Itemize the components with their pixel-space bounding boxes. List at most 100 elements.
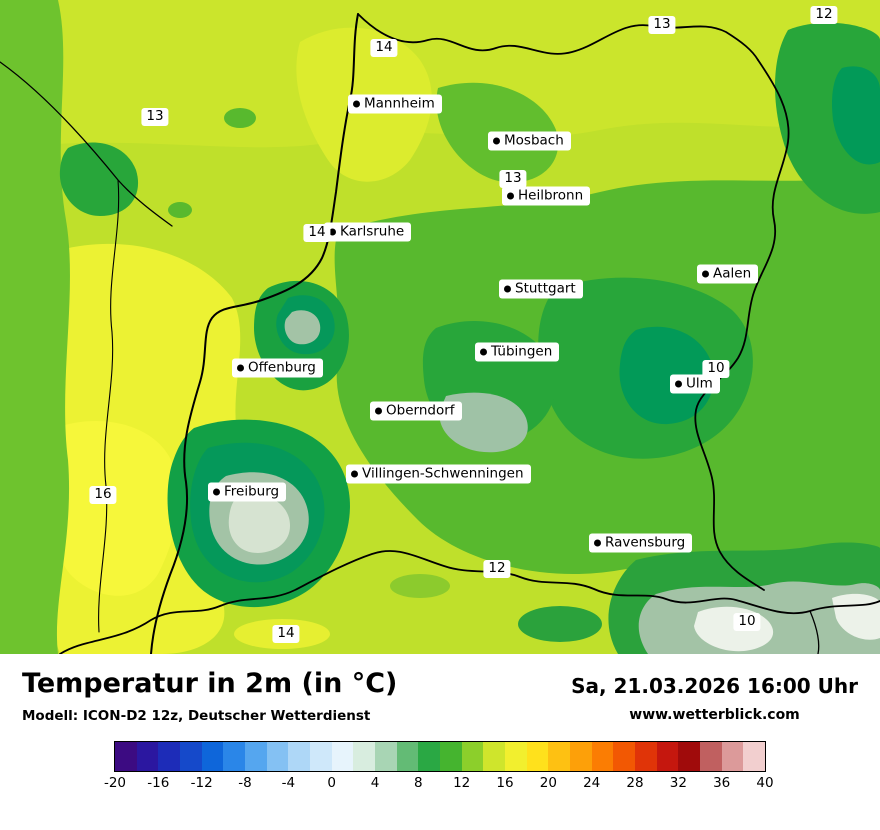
city-name: Offenburg bbox=[248, 359, 316, 376]
colorbar-segment bbox=[505, 742, 527, 771]
city-dot-icon bbox=[480, 348, 487, 355]
footer-panel: Temperatur in 2m (in °C) Modell: ICON-D2… bbox=[0, 654, 880, 830]
colorbar-segment bbox=[548, 742, 571, 771]
city-name: Villingen-Schwenningen bbox=[362, 465, 524, 482]
city-label: Ravensburg bbox=[589, 533, 693, 553]
city-label: Mosbach bbox=[488, 131, 571, 151]
colorbar-tick-label: 20 bbox=[539, 775, 557, 791]
colorbar-segment bbox=[266, 742, 289, 771]
colorbar-segment bbox=[115, 742, 137, 771]
colorbar-segment bbox=[743, 742, 766, 771]
colorbar-segment bbox=[201, 742, 224, 771]
city-dot-icon bbox=[504, 285, 511, 292]
city-dot-icon bbox=[675, 380, 682, 387]
city-label: Villingen-Schwenningen bbox=[346, 464, 531, 484]
colorbar-segment bbox=[591, 742, 614, 771]
city-name: Ulm bbox=[686, 375, 713, 392]
colorbar-segment bbox=[440, 742, 462, 771]
colorbar-tick-label: -20 bbox=[103, 775, 127, 791]
temperature-value-label: 14 bbox=[370, 39, 398, 57]
city-label: Tübingen bbox=[475, 342, 560, 362]
temperature-value-label: 13 bbox=[141, 108, 169, 126]
city-dot-icon bbox=[493, 137, 500, 144]
legend: -20 -16 -12 -8 -4 0 4 8 12 16 20 24 28 32 36 40 bbox=[104, 741, 774, 795]
city-label: Offenburg bbox=[232, 358, 323, 378]
colorbar-tick-label: -4 bbox=[281, 775, 296, 791]
colorbar-segment bbox=[288, 742, 311, 771]
colorbar-segment bbox=[396, 742, 419, 771]
colorbar bbox=[114, 741, 766, 772]
city-dot-icon bbox=[594, 539, 601, 546]
temperature-value-label: 14 bbox=[272, 625, 300, 643]
colorbar-segment bbox=[721, 742, 744, 771]
temperature-value-label: 16 bbox=[89, 486, 117, 504]
temperature-map: Mannheim Mosbach Heilbronn Karlsruhe Stuttga… bbox=[0, 0, 880, 654]
colorbar-tick-label: 12 bbox=[453, 775, 471, 791]
colorbar-tick-label: 40 bbox=[756, 775, 774, 791]
city-dot-icon bbox=[237, 364, 244, 371]
city-name: Karlsruhe bbox=[340, 223, 405, 240]
colorbar-tick-label: 0 bbox=[327, 775, 336, 791]
city-dot-icon bbox=[351, 470, 358, 477]
colorbar-tick-label: 4 bbox=[370, 775, 380, 791]
colorbar-segment bbox=[461, 742, 484, 771]
colorbar-segment bbox=[635, 742, 657, 771]
city-name: Aalen bbox=[713, 265, 752, 282]
temperature-value-label: 14 bbox=[303, 224, 331, 242]
temperature-value-label: 10 bbox=[733, 613, 761, 631]
city-label: Mannheim bbox=[348, 94, 442, 114]
temperature-value-label: 13 bbox=[648, 16, 676, 34]
city-dot-icon bbox=[507, 192, 514, 199]
border-lines bbox=[0, 13, 880, 654]
colorbar-segment bbox=[678, 742, 701, 771]
city-name: Mosbach bbox=[504, 132, 564, 149]
colorbar-segment bbox=[310, 742, 332, 771]
forecast-datetime: Sa, 21.03.2026 16:00 Uhr bbox=[571, 674, 858, 698]
city-name: Oberndorf bbox=[386, 402, 455, 419]
city-label: Karlsruhe bbox=[324, 222, 412, 242]
city-dot-icon bbox=[213, 488, 220, 495]
colorbar-tick-label: -12 bbox=[190, 775, 213, 791]
website-url: www.wetterblick.com bbox=[629, 707, 800, 723]
colorbar-segment bbox=[483, 742, 506, 771]
city-label: Oberndorf bbox=[370, 401, 462, 421]
model-info: Modell: ICON-D2 12z, Deutscher Wetterdie… bbox=[22, 708, 371, 724]
city-name: Ravensburg bbox=[605, 534, 686, 551]
colorbar-segment bbox=[158, 742, 181, 771]
colorbar-segment bbox=[245, 742, 267, 771]
city-dot-icon bbox=[702, 270, 709, 277]
city-label: Stuttgart bbox=[499, 279, 583, 299]
temperature-value-label: 12 bbox=[810, 6, 838, 24]
colorbar-tick-label: -16 bbox=[147, 775, 170, 791]
colorbar-segment bbox=[136, 742, 159, 771]
page-title: Temperatur in 2m (in °C) bbox=[22, 668, 398, 699]
temperature-value-label: 10 bbox=[702, 360, 730, 378]
city-dot-icon bbox=[353, 100, 360, 107]
temperature-value-label: 13 bbox=[499, 170, 527, 188]
city-name: Mannheim bbox=[364, 95, 435, 112]
city-label: Ulm bbox=[670, 374, 720, 394]
colorbar-segment bbox=[331, 742, 354, 771]
colorbar-segment bbox=[180, 742, 202, 771]
city-name: Heilbronn bbox=[518, 187, 584, 204]
colorbar-tick-label: -8 bbox=[238, 775, 252, 791]
colorbar-tick-label: 28 bbox=[626, 775, 644, 791]
colorbar-segment bbox=[375, 742, 397, 771]
colorbar-ticks: -20 -16 -12 -8 -4 0 4 8 12 16 20 24 28 32 36 40 bbox=[104, 775, 774, 795]
colorbar-segment bbox=[570, 742, 592, 771]
colorbar-segment bbox=[526, 742, 549, 771]
city-label: Aalen bbox=[697, 264, 759, 284]
colorbar-tick-label: 36 bbox=[713, 775, 731, 791]
colorbar-segment bbox=[353, 742, 376, 771]
colorbar-tick-label: 32 bbox=[669, 775, 687, 791]
city-dot-icon bbox=[375, 407, 382, 414]
temperature-value-label: 12 bbox=[483, 560, 511, 578]
city-dot-icon bbox=[329, 228, 336, 235]
colorbar-segment bbox=[613, 742, 636, 771]
colorbar-segment bbox=[418, 742, 441, 771]
colorbar-tick-label: 16 bbox=[496, 775, 514, 791]
city-name: Tübingen bbox=[491, 343, 553, 360]
colorbar-segment bbox=[700, 742, 722, 771]
city-label: Heilbronn bbox=[502, 186, 591, 206]
